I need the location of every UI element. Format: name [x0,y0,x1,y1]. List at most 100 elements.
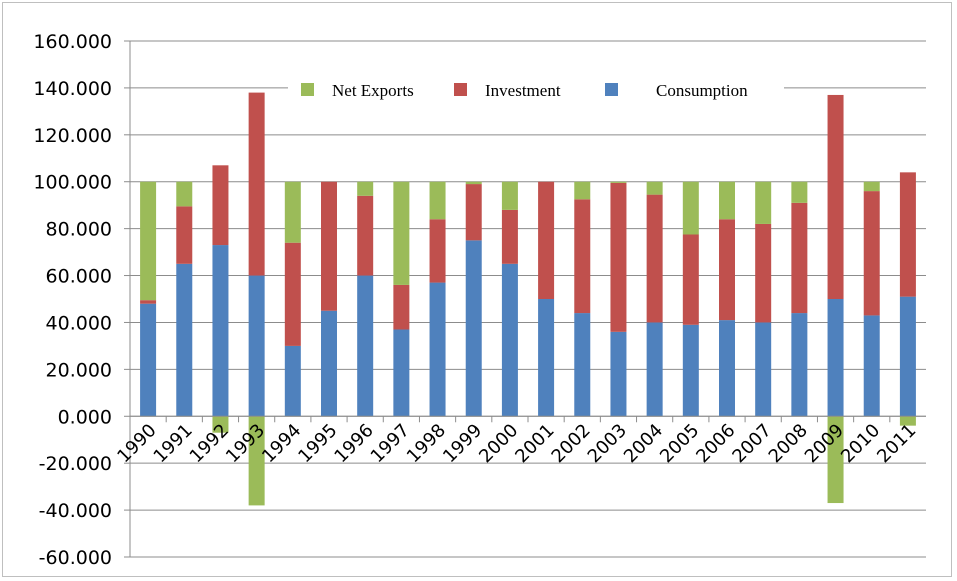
bar-investment-2011 [899,172,916,297]
bar-investment-2008 [791,202,808,314]
bar-net-exports-2004 [646,181,663,195]
bar-investment-2007 [755,223,772,323]
x-tick-label: 1997 [367,420,414,467]
bar-consumption-2002 [574,313,591,417]
legend-background [288,70,784,106]
bar-investment-2002 [574,199,591,314]
y-tick-label: 0.000 [58,406,112,428]
x-tick-label: 1999 [439,420,486,467]
bar-net-exports-1993 [248,416,265,506]
legend-label-investment: Investment [485,81,561,100]
x-tick-label: 2002 [548,420,595,467]
y-tick-label: -40.000 [39,500,112,522]
y-tick-label: 140.000 [33,78,112,100]
bar-investment-1999 [465,184,482,241]
y-tick-label: 80.000 [46,219,112,241]
bar-consumption-2011 [899,296,916,417]
bar-consumption-1992 [212,245,229,417]
x-axis: 1990199119921993199419951996199719981999… [113,415,926,467]
legend: Net Exports Investment Consumption [288,70,784,106]
legend-label-consumption: Consumption [656,81,748,100]
x-tick-label: 1998 [403,420,450,467]
bar-consumption-2006 [719,320,735,417]
x-tick-label: 2005 [656,420,703,467]
bar-net-exports-2000 [501,181,518,210]
bar-investment-1995 [321,181,337,311]
bar-net-exports-1992 [212,416,229,433]
bar-consumption-1993 [248,275,265,417]
bar-investment-1993 [248,92,265,276]
x-tick-label: 2004 [620,420,667,467]
bar-net-exports-1996 [357,181,374,196]
bar-net-exports-2003 [610,181,627,183]
bar-investment-2009 [827,94,844,299]
y-tick-label: 120.000 [33,125,112,147]
bar-net-exports-2008 [791,181,808,203]
x-tick-label: 2010 [837,420,884,467]
bar-investment-2001 [538,181,555,299]
bar-investment-2000 [501,209,518,264]
x-tick-label: 1996 [330,420,377,467]
bar-net-exports-2010 [863,181,880,192]
bars [140,92,916,506]
bar-consumption-1996 [357,275,374,417]
bar-net-exports-1990 [140,181,157,301]
bar-net-exports-2002 [574,181,591,200]
bar-net-exports-2006 [719,181,735,220]
bar-consumption-2005 [682,324,699,417]
x-tick-label: 2011 [873,420,920,467]
bar-net-exports-2007 [755,181,772,224]
x-tick-label: 1995 [294,420,341,467]
bar-investment-1994 [284,242,301,346]
bar-net-exports-1994 [284,181,301,243]
bar-investment-2005 [682,234,699,325]
bar-consumption-1994 [284,345,301,417]
bar-investment-2006 [719,219,735,321]
x-tick-label: 2003 [584,420,631,467]
x-tick-label: 1990 [113,420,160,467]
x-tick-label: 1994 [258,420,305,467]
bar-net-exports-1997 [393,181,410,285]
bar-consumption-2009 [827,299,844,417]
bar-investment-1998 [429,219,446,283]
bar-investment-1990 [140,300,157,304]
y-axis: 160.000 140.000 120.000 100.000 80.000 60.000… [33,31,131,569]
x-tick-label: 2006 [692,420,739,467]
bar-consumption-1991 [176,263,193,417]
bar-investment-2004 [646,194,663,323]
bar-net-exports-1999 [465,181,482,185]
bar-consumption-2003 [610,331,627,417]
bar-net-exports-1991 [176,181,193,207]
bar-net-exports-2011 [899,416,916,426]
y-tick-label: -20.000 [39,453,112,475]
legend-swatch-consumption [605,83,618,96]
bar-net-exports-2005 [682,181,699,235]
bar-consumption-2007 [755,322,772,417]
bar-consumption-1990 [140,303,157,417]
x-tick-label: 2001 [511,420,558,467]
bar-net-exports-2009 [827,416,844,504]
bar-investment-1996 [357,195,374,276]
bar-investment-1991 [176,206,193,264]
bar-consumption-2000 [501,263,518,417]
y-tick-label: 20.000 [46,359,112,381]
bar-investment-1992 [212,165,229,246]
y-tick-label: 100.000 [33,172,112,194]
bar-consumption-1997 [393,329,410,417]
x-tick-label: 2008 [765,420,812,467]
bar-consumption-1999 [465,240,482,417]
x-tick-label: 2007 [728,420,775,467]
bar-consumption-2010 [863,315,880,417]
bar-investment-2010 [863,191,880,316]
legend-swatch-investment [454,83,467,96]
bar-consumption-2008 [791,313,808,417]
bar-investment-1997 [393,284,410,330]
bar-consumption-1998 [429,282,446,417]
bar-net-exports-1998 [429,181,446,220]
bar-consumption-2001 [538,299,555,417]
legend-swatch-net-exports [301,83,314,96]
x-tick-label: 1991 [150,420,197,467]
x-tick-label: 2000 [475,420,522,467]
y-tick-label: -60.000 [39,547,112,569]
